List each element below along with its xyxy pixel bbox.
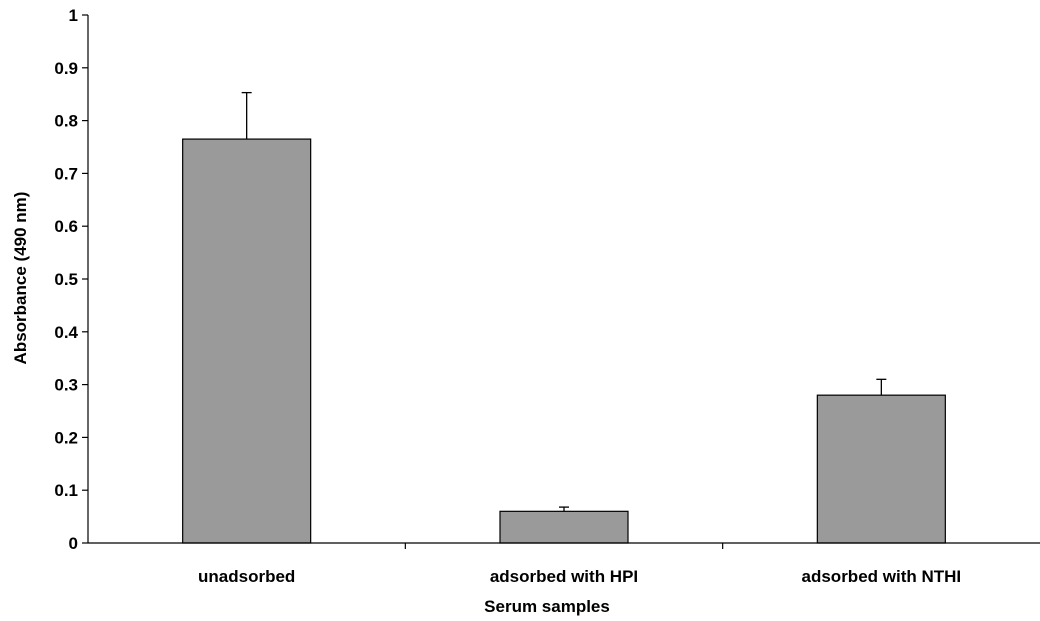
y-axis-title: Absorbance (490 nm)	[11, 192, 30, 365]
bar	[182, 138, 312, 544]
x-category-label: unadsorbed	[198, 567, 295, 586]
y-tick-label: 0.3	[54, 376, 78, 395]
y-tick-label: 0.1	[54, 481, 78, 500]
y-tick-label: 0.8	[54, 112, 78, 131]
error-bars-group	[241, 91, 887, 512]
axes-group	[87, 15, 1040, 544]
y-tick-label: 0.9	[54, 59, 78, 78]
y-tick-label: 0.5	[54, 270, 78, 289]
x-category-label: adsorbed with NTHI	[802, 567, 962, 586]
bars-group	[182, 138, 946, 544]
y-tick-label: 0.2	[54, 428, 78, 447]
y-tick-label: 0.4	[54, 323, 78, 342]
y-tick-label: 0.6	[54, 217, 78, 236]
x-category-label: adsorbed with HPI	[490, 567, 638, 586]
y-tick-label: 0	[69, 534, 78, 553]
y-tick-label: 1	[69, 6, 78, 25]
y-tick-label: 0.7	[54, 164, 78, 183]
x-axis-ticks: unadsorbed adsorbed with HPI adsorbed with…	[198, 543, 961, 586]
x-axis-title: Serum samples	[484, 597, 610, 616]
bar	[816, 394, 946, 544]
y-axis-ticks: 0 0.1 0.2 0.3 0.4 0.5 0.6 0.7 0.8 0.9 1	[54, 6, 88, 553]
bar	[499, 510, 629, 544]
